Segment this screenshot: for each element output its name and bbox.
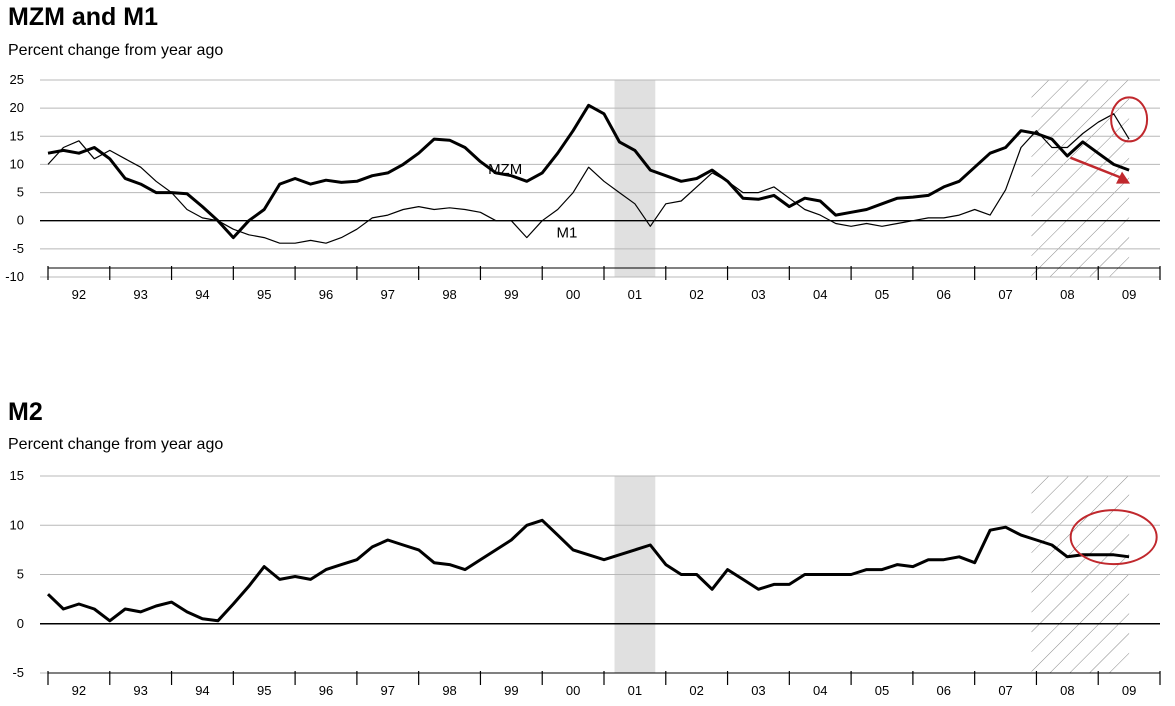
x-tick-label: 04 [813, 683, 827, 698]
y-tick-label: 15 [10, 468, 24, 483]
series-annotation: MZM [488, 161, 522, 178]
y-tick-label: 5 [17, 185, 24, 200]
x-tick-label: 02 [689, 683, 703, 698]
red-ellipse-annotation [1069, 509, 1158, 566]
x-tick-label: 94 [195, 683, 209, 698]
y-tick-label: 25 [10, 72, 24, 87]
x-tick-label: 07 [998, 287, 1012, 302]
x-tick-label: 06 [937, 683, 951, 698]
x-tick-label: 07 [998, 683, 1012, 698]
y-tick-label: 10 [10, 156, 24, 171]
x-tick-label: 99 [504, 683, 518, 698]
y-tick-label: 0 [17, 616, 24, 631]
x-tick-label: 05 [875, 287, 889, 302]
x-tick-label: 05 [875, 683, 889, 698]
x-tick-label: 92 [72, 287, 86, 302]
x-tick-label: 08 [1060, 287, 1074, 302]
x-tick-label: 00 [566, 287, 580, 302]
x-tick-label: 03 [751, 287, 765, 302]
chart-1: 15 10 5 0 -5 92 93 94 95 96 97 98 99 00 01 02 03 04 05 06 07… [10, 468, 1161, 698]
x-tick-label: 93 [133, 683, 147, 698]
chart-subtitle-m2: Percent change from year ago [8, 436, 224, 453]
x-tick-label: 04 [813, 287, 827, 302]
y-tick-label: 5 [17, 567, 24, 582]
red-arrow-shaft [1069, 156, 1127, 181]
recession-band [614, 80, 656, 277]
x-tick-label: 97 [381, 683, 395, 698]
y-tick-label: 0 [17, 213, 24, 228]
x-tick-label: 95 [257, 287, 271, 302]
chart-0: 25 20 15 10 5 0 -5 -10 92 93 94 95 96 97 98 99 00 01 02 03 0… [5, 72, 1161, 302]
x-tick-label: 02 [689, 287, 703, 302]
x-tick-label: 92 [72, 683, 86, 698]
x-tick-label: 93 [133, 287, 147, 302]
x-tick-label: 01 [628, 683, 642, 698]
red-arrow-head [1116, 171, 1131, 184]
chart-subtitle-mzm-m1: Percent change from year ago [8, 42, 224, 59]
x-tick-label: 96 [319, 287, 333, 302]
x-tick-label: 94 [195, 287, 209, 302]
x-tick-label: 01 [628, 287, 642, 302]
x-tick-label: 08 [1060, 683, 1074, 698]
series-line-m2 [46, 518, 1130, 623]
y-tick-label: 15 [10, 128, 24, 143]
y-tick-label: -10 [5, 269, 24, 284]
series-line-mzm [47, 103, 1130, 240]
red-circle-annotation [1110, 96, 1149, 143]
x-tick-label: 99 [504, 287, 518, 302]
x-tick-label: 98 [442, 287, 456, 302]
x-tick-label: 09 [1122, 683, 1136, 698]
y-tick-label: -5 [12, 665, 24, 680]
x-tick-label: 98 [442, 683, 456, 698]
chart-title-mzm-m1: MZM and M1 [8, 3, 158, 31]
x-tick-label: 06 [937, 287, 951, 302]
chart-title-m2: M2 [8, 398, 43, 426]
y-tick-label: -5 [12, 241, 24, 256]
recession-band [1031, 80, 1130, 277]
x-tick-label: 00 [566, 683, 580, 698]
series-annotation: M1 [557, 225, 578, 242]
y-tick-label: 20 [10, 100, 24, 115]
series-line-m1 [47, 113, 1130, 244]
x-tick-label: 09 [1122, 287, 1136, 302]
y-tick-label: 10 [10, 517, 24, 532]
x-tick-label: 95 [257, 683, 271, 698]
x-tick-label: 96 [319, 683, 333, 698]
x-tick-label: 97 [381, 287, 395, 302]
x-tick-label: 03 [751, 683, 765, 698]
